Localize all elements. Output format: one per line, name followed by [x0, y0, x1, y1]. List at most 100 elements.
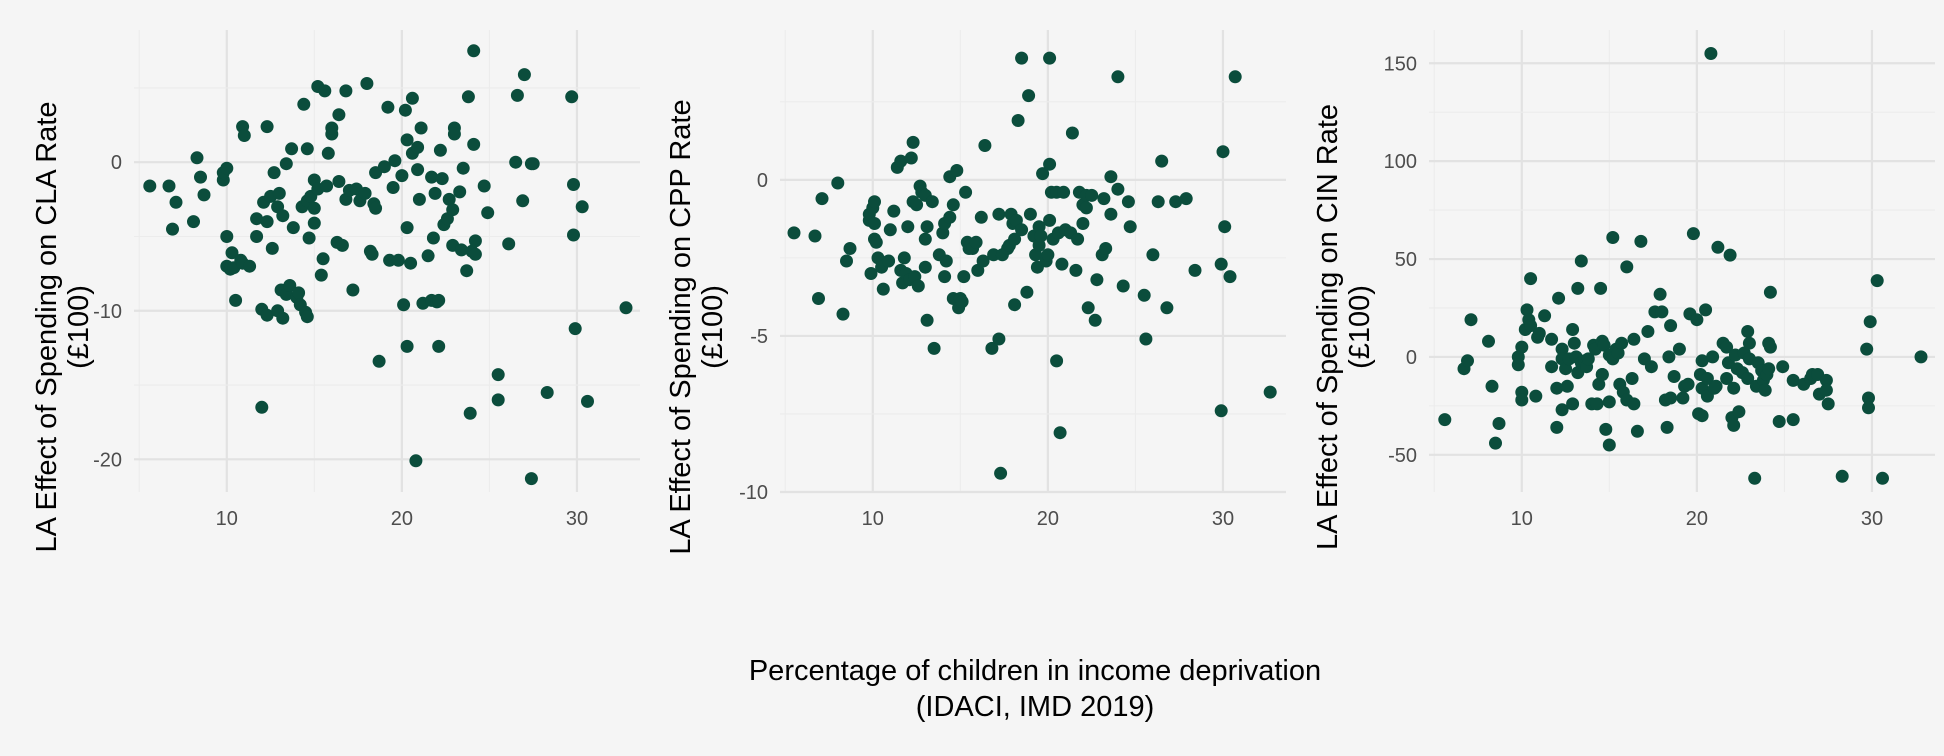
scatter-point: [414, 121, 428, 135]
scatter-point: [1571, 281, 1585, 295]
scatter-point: [1228, 70, 1242, 84]
scatter-point: [1625, 372, 1639, 385]
scatter-point: [976, 254, 990, 268]
scatter-point: [279, 157, 293, 171]
scatter-point: [1870, 274, 1884, 288]
scatter-point: [468, 247, 482, 261]
panel-cla-ylabel-line2: (£100): [63, 285, 95, 369]
scatter-point: [1524, 272, 1538, 286]
scatter-point: [836, 307, 850, 321]
scatter-point: [1011, 114, 1025, 127]
scatter-point: [237, 129, 251, 142]
scatter-point: [314, 268, 328, 282]
scatter-point: [943, 210, 957, 224]
scatter-point: [1835, 469, 1849, 483]
scatter-point: [1520, 303, 1534, 317]
scatter-point: [581, 394, 594, 408]
scatter-point: [300, 142, 314, 156]
scatter-point: [1567, 336, 1581, 350]
panel-cpp-y-tick-label: 0: [757, 170, 768, 192]
scatter-point: [1690, 313, 1704, 327]
scatter-point: [567, 228, 580, 242]
scatter-point: [1594, 281, 1608, 295]
scatter-point: [1581, 352, 1595, 366]
scatter-point: [194, 170, 207, 184]
scatter-point: [920, 220, 934, 234]
scatter-point: [985, 341, 999, 355]
scatter-point: [1599, 422, 1613, 436]
scatter-point: [1727, 418, 1741, 432]
scatter-point: [1786, 373, 1800, 387]
scatter-point: [453, 185, 467, 199]
scatter-point: [377, 160, 391, 174]
panel-cpp: LA Effect of Spending on CPP Rate (£100)…: [665, 30, 1286, 555]
panel-cin-x-tick-label: 20: [1686, 508, 1708, 530]
scatter-point: [524, 472, 538, 486]
scatter-point: [1681, 377, 1695, 391]
scatter-point: [276, 311, 290, 325]
scatter-point: [510, 88, 524, 102]
panel-cin-points: [1438, 47, 1928, 485]
scatter-point: [1700, 372, 1714, 385]
scatter-point: [1699, 303, 1713, 317]
scatter-point: [1664, 319, 1678, 333]
scatter-point: [395, 169, 409, 183]
scatter-point: [1034, 229, 1048, 243]
scatter-point: [1695, 354, 1709, 368]
scatter-point: [1611, 346, 1625, 360]
panel-cin-ylabel-line1: LA Effect of Spending on CIN Rate: [1312, 104, 1344, 550]
scatter-point: [887, 204, 901, 218]
scatter-point: [260, 215, 274, 229]
scatter-point: [1139, 332, 1153, 346]
scatter-point: [939, 254, 953, 268]
scatter-point: [1179, 192, 1193, 206]
scatter-point: [405, 91, 419, 105]
scatter-point: [477, 179, 491, 193]
scatter-point: [1218, 220, 1232, 234]
x-axis-title-line1: Percentage of children in income depriva…: [749, 655, 1321, 687]
scatter-point: [318, 84, 332, 98]
scatter-point: [1053, 426, 1067, 440]
scatter-point: [250, 230, 264, 243]
scatter-point: [1023, 207, 1037, 221]
scatter-point: [974, 210, 988, 224]
scatter-point: [1602, 395, 1616, 409]
scatter-point: [1538, 309, 1552, 323]
scatter-point: [1686, 227, 1700, 241]
scatter-point: [1627, 332, 1641, 346]
scatter-point: [1121, 195, 1135, 209]
scatter-point: [906, 135, 920, 149]
scatter-point: [386, 181, 400, 194]
scatter-point: [285, 142, 299, 156]
scatter-point: [409, 454, 423, 468]
scatter-point: [1819, 373, 1833, 387]
scatter-point: [1214, 257, 1228, 271]
scatter-point: [1188, 263, 1202, 277]
scatter-point: [1742, 336, 1756, 350]
scatter-point: [481, 206, 495, 220]
scatter-point: [876, 282, 890, 296]
scatter-point: [1741, 372, 1755, 385]
scatter-point: [300, 310, 314, 324]
scatter-point: [1763, 340, 1777, 354]
scatter-point: [143, 179, 157, 193]
scatter-point: [454, 243, 468, 257]
scatter-point: [831, 176, 845, 190]
scatter-point: [1151, 195, 1165, 209]
panel-cpp-ylabel-line2: (£100): [697, 285, 729, 369]
scatter-point: [276, 209, 290, 223]
scatter-point: [1732, 405, 1746, 419]
scatter-point: [843, 242, 857, 255]
scatter-point: [1660, 420, 1674, 434]
scatter-point: [398, 103, 412, 117]
scatter-point: [335, 238, 349, 252]
scatter-point: [428, 186, 442, 200]
panel-cla-points: [143, 44, 633, 486]
scatter-point: [426, 231, 440, 245]
panel-cpp-points: [787, 51, 1277, 480]
scatter-point: [325, 121, 339, 135]
scatter-point: [1620, 260, 1634, 274]
scatter-point: [1667, 370, 1681, 383]
panel-cla: LA Effect of Spending on CLA Rate (£100)…: [31, 30, 640, 552]
